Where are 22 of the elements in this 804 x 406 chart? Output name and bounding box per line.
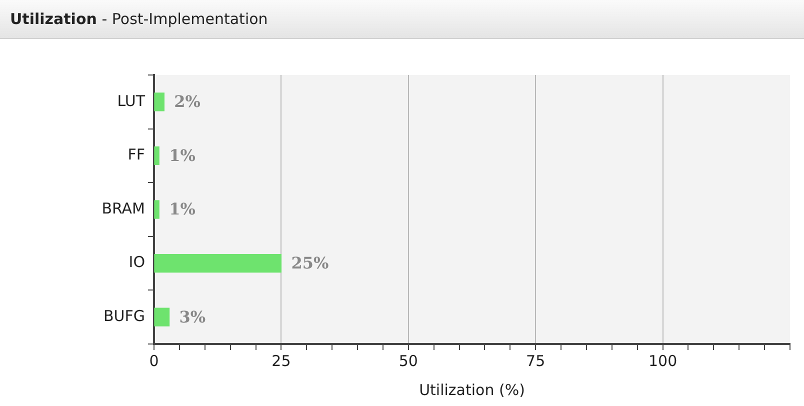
data-label: 25%	[291, 253, 329, 272]
y-tick-label: LUT	[117, 92, 146, 110]
y-tick-label: BUFG	[103, 306, 145, 325]
chart-title: Utilization - Post-Implementation	[0, 0, 804, 39]
x-tick-label: 75	[526, 352, 546, 370]
y-tick-label: BRAM	[102, 199, 145, 218]
y-tick-label: IO	[128, 253, 145, 272]
x-tick-label: 0	[149, 352, 159, 370]
x-tick-label: 25	[272, 352, 291, 370]
y-tick-label: FF	[128, 146, 145, 164]
x-tick-label: 50	[398, 352, 418, 370]
bar	[154, 308, 170, 326]
bar	[154, 92, 165, 112]
bar	[154, 200, 160, 219]
data-label: 1%	[169, 200, 196, 219]
data-label: 3%	[179, 307, 206, 326]
x-tick-label: 100	[648, 352, 678, 370]
x-axis-title: Utilization (%)	[419, 380, 525, 399]
data-label: 2%	[174, 92, 201, 112]
bar	[154, 254, 282, 273]
data-label: 1%	[169, 146, 196, 165]
bar	[154, 146, 160, 166]
